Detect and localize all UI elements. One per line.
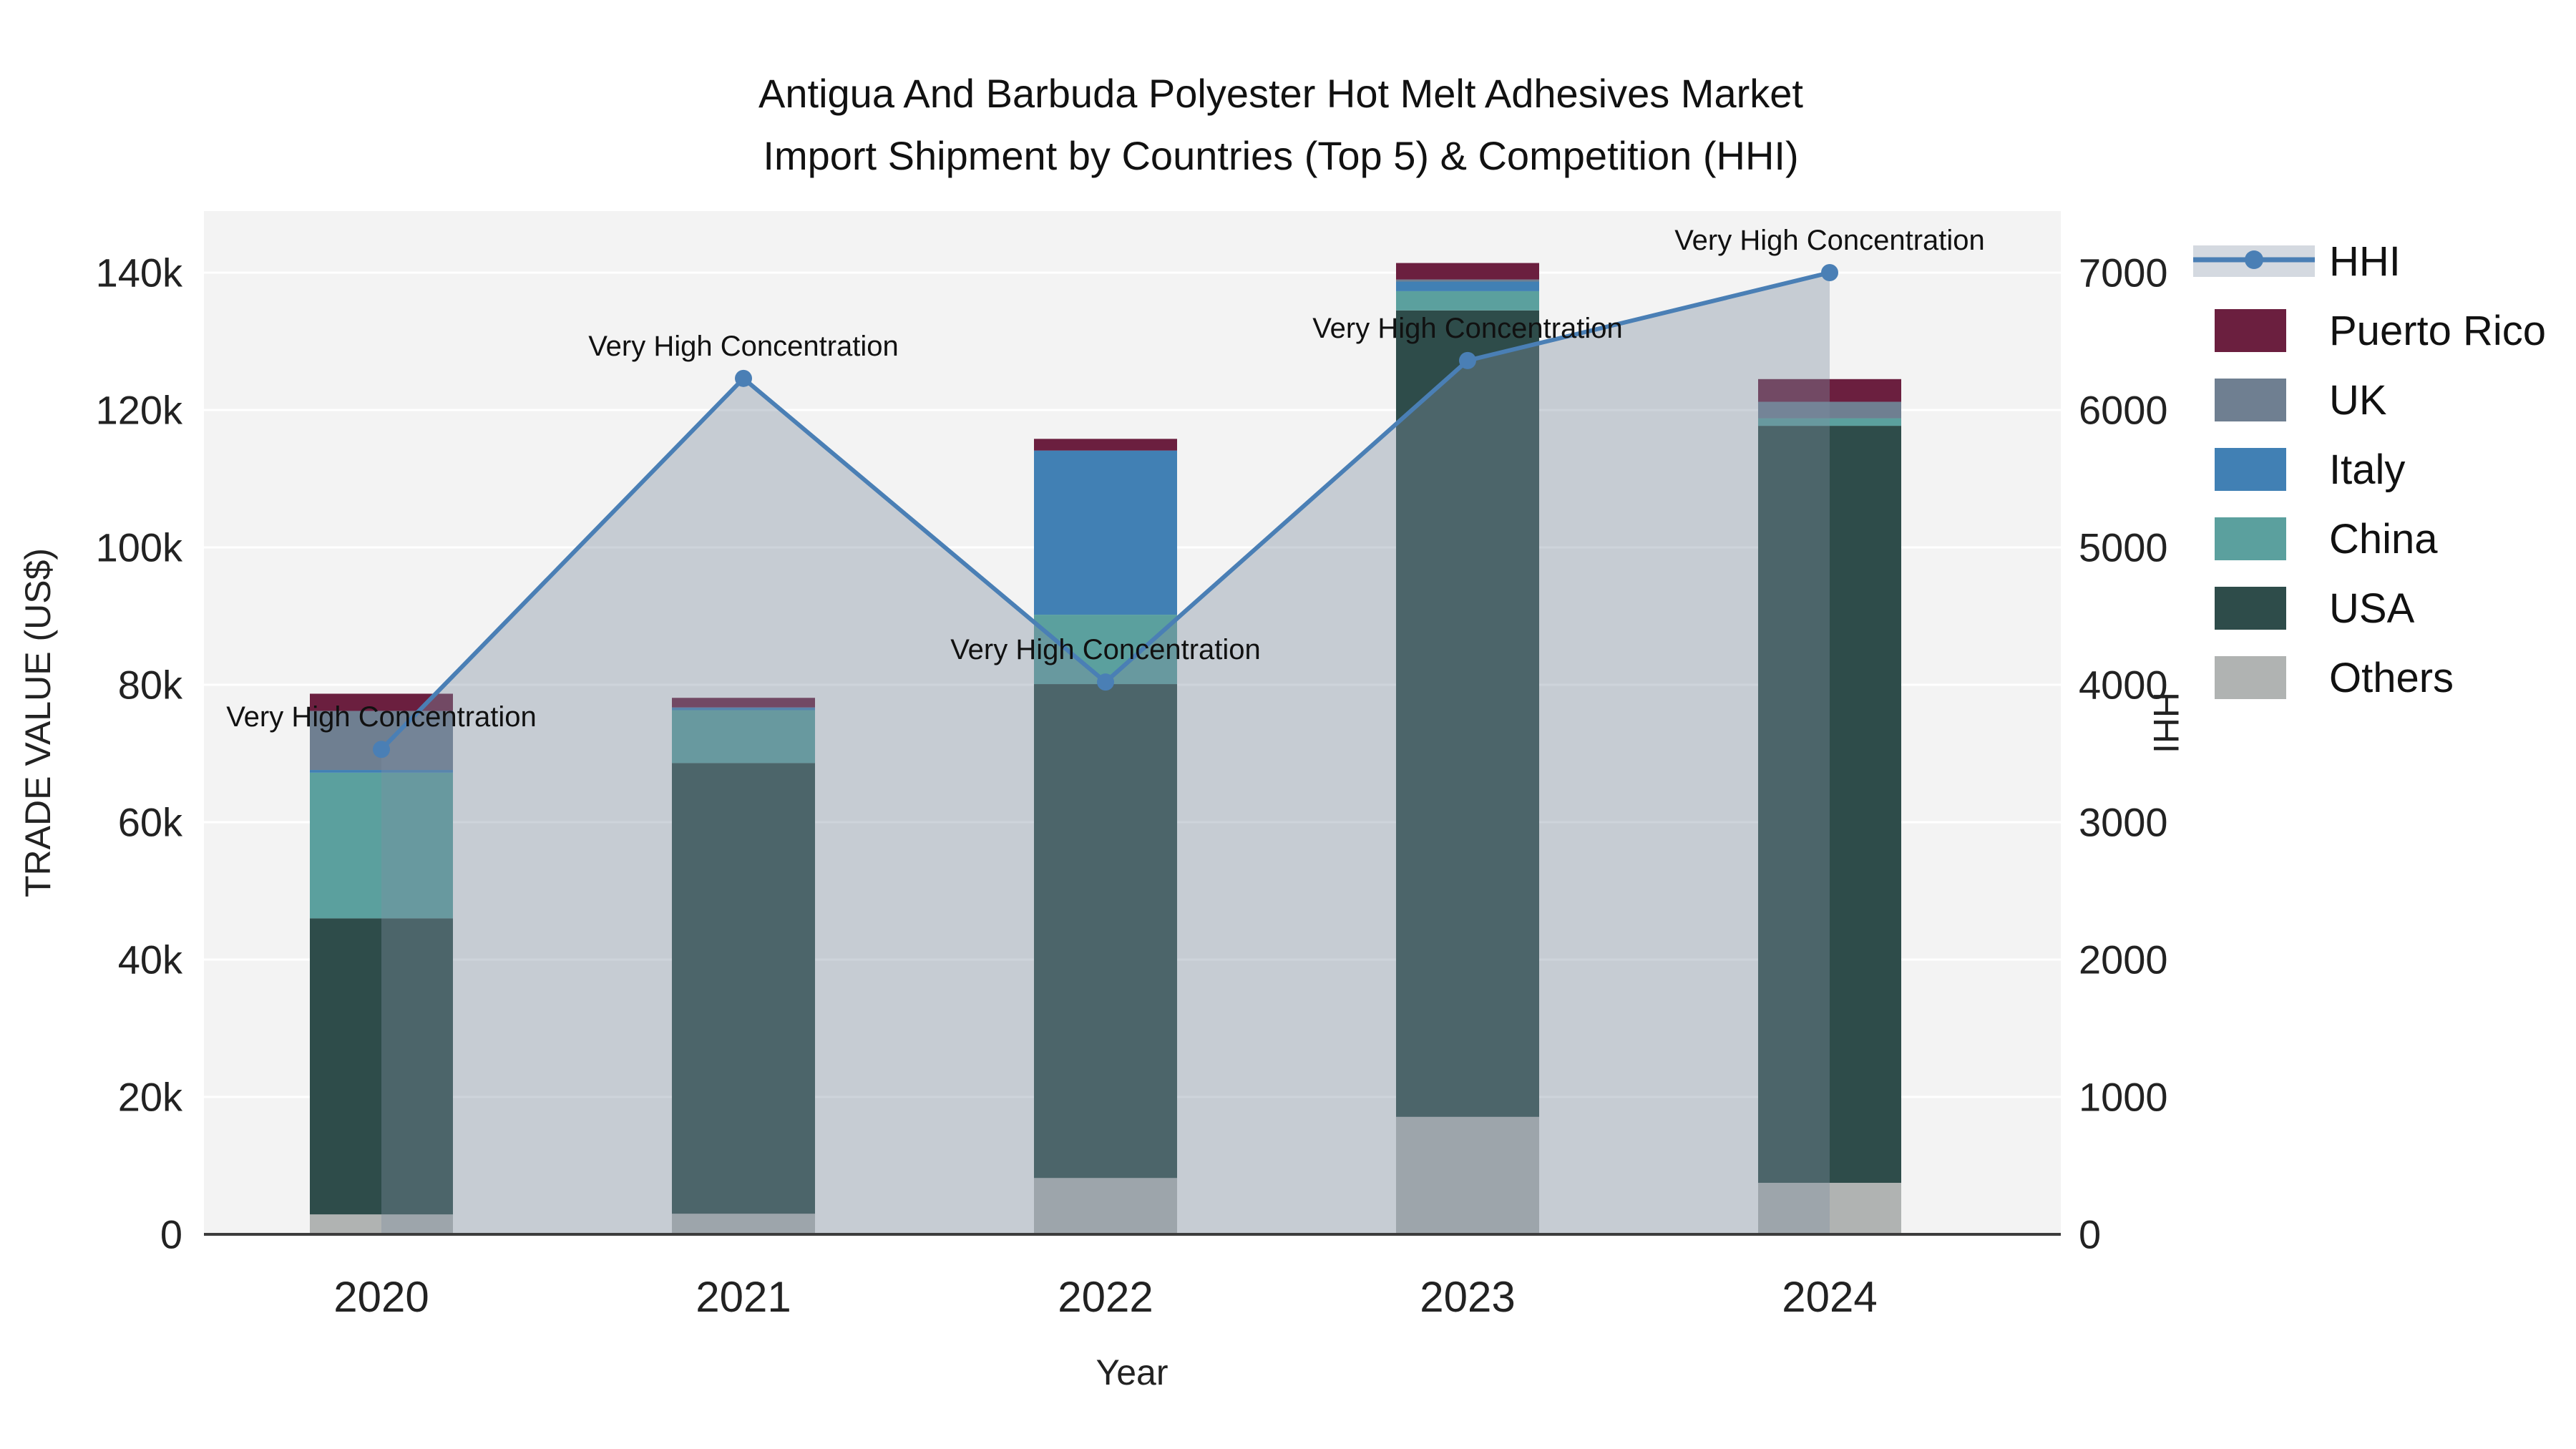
hhi-markers (373, 264, 1838, 758)
y-tick-label: 20k (118, 1075, 183, 1120)
bar-segment-usa-2023 (1396, 310, 1539, 1117)
y-tick-label: 40k (118, 937, 183, 982)
bar-segment-china-2021 (672, 710, 815, 763)
hhi-marker-2020 (373, 741, 390, 758)
x-tick-label-2020: 2020 (333, 1273, 429, 1321)
stacked-bars (310, 263, 1901, 1234)
legend-swatch-icon (2215, 656, 2286, 699)
bar-segment-uk-2024 (1758, 401, 1901, 419)
y-tick-label: 120k (96, 388, 183, 433)
legend-label: UK (2329, 377, 2387, 424)
y-tick-label: 140k (96, 250, 183, 296)
bar-segment-usa-2022 (1034, 684, 1177, 1179)
legend-item-puerto-rico[interactable]: Puerto Rico (2215, 308, 2546, 354)
bar-segment-italy-2022 (1034, 450, 1177, 615)
bar-segment-others-2022 (1034, 1178, 1177, 1234)
annotation-2023: Very High Concentration (1312, 313, 1623, 344)
y-tick-label: 100k (96, 525, 183, 570)
hhi-marker-2023 (1459, 351, 1476, 369)
bar-segment-italy-2020 (310, 770, 453, 773)
y2-axis-title: HHI (2146, 692, 2186, 753)
y2-tick-label: 3000 (2079, 800, 2168, 845)
bar-segment-puerto-rico-2024 (1758, 379, 1901, 402)
legend-item-uk[interactable]: UK (2215, 377, 2387, 424)
bar-segment-others-2020 (310, 1214, 453, 1234)
bar-segment-italy-2021 (672, 707, 815, 711)
legend-item-others[interactable]: Others (2215, 655, 2454, 701)
y-axis-title: TRADE VALUE (US$) (18, 548, 58, 897)
legend-label: Others (2329, 655, 2454, 701)
hhi-area-fill (381, 273, 1830, 1234)
bar-segment-puerto-rico-2021 (672, 698, 815, 708)
legend-item-china[interactable]: China (2215, 516, 2438, 562)
y-tick-label: 60k (118, 800, 183, 845)
x-tick-label-2024: 2024 (1782, 1273, 1877, 1321)
axis-tick-labels: 0 0 20k 1000 40k 2000 60k 3000 80k 4000 100k 5000 12… (96, 250, 2168, 1322)
y2-tick-label: 0 (2079, 1212, 2101, 1257)
y2-tick-label: 2000 (2079, 937, 2168, 982)
x-axis-title: Year (1096, 1352, 1168, 1392)
chart-title-line1: Antigua And Barbuda Polyester Hot Melt A… (758, 71, 1803, 116)
chart-title-line2: Import Shipment by Countries (Top 5) & C… (763, 133, 1798, 178)
legend-swatch-icon (2215, 517, 2286, 560)
hhi-marker-2022 (1097, 673, 1114, 691)
bar-segment-others-2023 (1396, 1116, 1539, 1234)
bar-segment-china-2024 (1758, 418, 1901, 426)
hhi-marker-2021 (735, 369, 752, 387)
y2-tick-label: 1000 (2079, 1075, 2168, 1120)
bar-segment-puerto-rico-2023 (1396, 263, 1539, 280)
legend-swatch-icon (2215, 379, 2286, 421)
bar-segment-others-2021 (672, 1214, 815, 1234)
bar-segment-usa-2020 (310, 918, 453, 1215)
bar-segment-china-2020 (310, 772, 453, 919)
y-tick-label: 0 (160, 1212, 182, 1257)
bar-segment-usa-2024 (1758, 426, 1901, 1183)
legend-label: HHI (2329, 238, 2401, 285)
annotation-2024: Very High Concentration (1674, 225, 1985, 256)
bar-segment-china-2022 (1034, 615, 1177, 685)
annotation-2021: Very High Concentration (588, 331, 899, 362)
x-tick-label-2022: 2022 (1058, 1273, 1153, 1321)
bar-segment-puerto-rico-2022 (1034, 439, 1177, 451)
x-tick-label-2023: 2023 (1420, 1273, 1515, 1321)
legend-item-italy[interactable]: Italy (2215, 447, 2405, 493)
legend-label: Italy (2329, 447, 2405, 493)
hhi-marker-2024 (1821, 264, 1838, 281)
annotation-2020: Very High Concentration (226, 701, 537, 733)
y2-tick-label: 6000 (2079, 388, 2168, 433)
y-tick-label: 80k (118, 663, 183, 708)
legend-item-usa[interactable]: USA (2215, 585, 2415, 632)
bar-segment-uk-2023 (1396, 279, 1539, 282)
legend-label: China (2329, 516, 2438, 562)
bar-segment-usa-2021 (672, 763, 815, 1214)
bar-segment-italy-2023 (1396, 281, 1539, 291)
x-tick-label-2021: 2021 (696, 1273, 791, 1321)
legend-swatch-icon (2215, 448, 2286, 491)
legend-swatch-icon (2215, 309, 2286, 352)
y2-tick-label: 7000 (2079, 250, 2168, 296)
bar-segment-uk-2020 (310, 711, 453, 771)
legend-item-hhi[interactable]: HHI (2193, 238, 2401, 285)
annotation-2022: Very High Concentration (950, 634, 1261, 665)
legend-swatch-icon (2215, 587, 2286, 630)
y2-tick-label: 5000 (2079, 525, 2168, 570)
bar-segment-china-2023 (1396, 291, 1539, 311)
bar-segment-others-2024 (1758, 1183, 1901, 1234)
legend-label: Puerto Rico (2329, 308, 2546, 354)
annotations: Very High Concentration Very High Concent… (226, 225, 1985, 733)
legend-hhi-marker-icon (2245, 250, 2263, 269)
legend-label: USA (2329, 585, 2415, 632)
y2-tick-label: 4000 (2079, 663, 2168, 708)
legend: HHI Puerto Rico UK Italy China USA Others (2193, 238, 2546, 701)
